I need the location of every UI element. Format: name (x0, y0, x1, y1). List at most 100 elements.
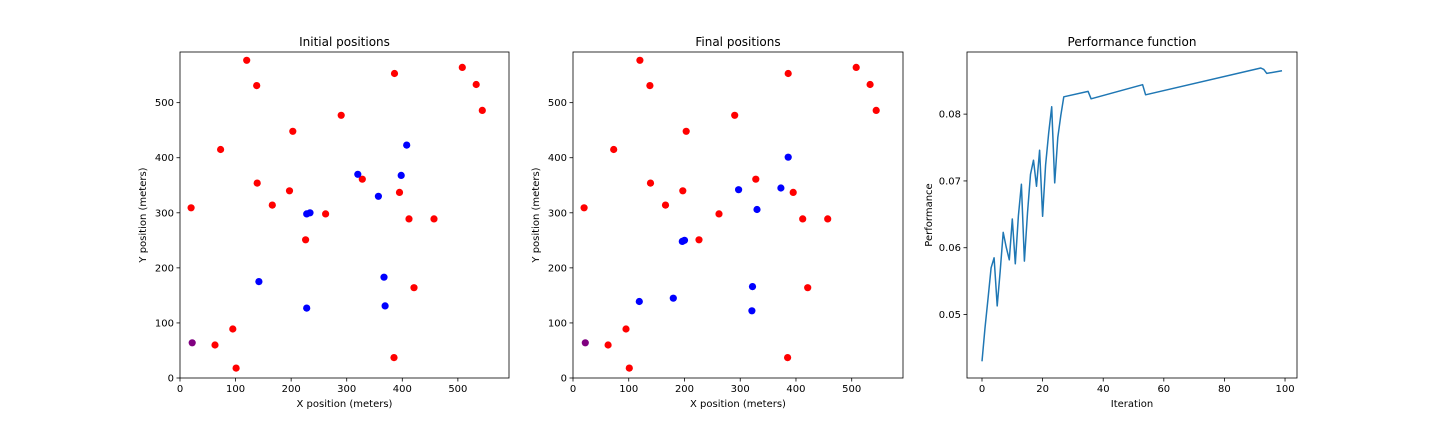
x-tick-label: 80 (1218, 384, 1231, 395)
series-red (580, 56, 880, 372)
chart-title: Final positions (695, 35, 780, 49)
data-point (646, 82, 654, 90)
data-point (232, 364, 240, 372)
x-tick-label: 500 (448, 384, 467, 395)
x-tick-label: 200 (282, 384, 301, 395)
y-tick-label: 200 (155, 263, 174, 274)
x-tick-label: 20 (1036, 384, 1049, 395)
x-axis: 0 100 200 300 400 500 (570, 378, 861, 395)
chart-marks (187, 56, 486, 372)
data-point (682, 127, 690, 135)
y-tick-label: 0.08 (939, 110, 961, 121)
y-tick-label: 0.05 (939, 310, 961, 321)
x-tick-label: 100 (226, 384, 245, 395)
x-axis-label: X position (meters) (690, 399, 786, 410)
series-blue (255, 141, 411, 312)
y-tick-label: 200 (548, 263, 567, 274)
data-point (636, 56, 644, 64)
data-point (229, 325, 237, 333)
y-tick-label: 400 (155, 153, 174, 164)
data-point (390, 354, 398, 362)
axes-frame (966, 51, 1298, 379)
data-point (430, 215, 438, 223)
data-point (581, 339, 589, 347)
data-point (358, 175, 366, 183)
data-point (397, 171, 405, 179)
x-tick-label: 200 (675, 384, 694, 395)
y-tick-label: 500 (155, 98, 174, 109)
data-point (374, 192, 382, 200)
x-axis: 0 20 40 60 80 100 (979, 378, 1295, 395)
y-axis: 0 100 200 300 400 500 (155, 98, 180, 385)
data-point (322, 210, 330, 218)
x-tick-label: 0 (177, 384, 183, 395)
data-point (680, 236, 689, 244)
y-tick-label: 500 (548, 98, 567, 109)
y-tick-label: 300 (155, 208, 174, 219)
data-point (478, 106, 486, 114)
data-point (661, 201, 670, 209)
data-point (748, 283, 757, 291)
data-point (337, 111, 345, 119)
x-tick-label: 60 (1157, 384, 1170, 395)
data-point (410, 284, 418, 292)
data-point (405, 215, 413, 223)
y-axis-label: Y position (meters) (138, 167, 149, 263)
y-tick-label: 400 (548, 153, 567, 164)
data-point (306, 209, 314, 217)
data-point (824, 215, 832, 223)
x-axis-label: Iteration (1111, 399, 1153, 410)
x-tick-label: 0 (979, 384, 985, 395)
data-point (253, 179, 261, 187)
data-point (799, 215, 807, 223)
data-point (789, 188, 797, 196)
data-point (253, 82, 261, 90)
data-point (748, 307, 756, 315)
data-point (217, 145, 225, 154)
data-point (472, 80, 480, 89)
data-point (735, 186, 743, 194)
data-point (646, 179, 655, 187)
data-point (669, 294, 677, 302)
y-tick-label: 100 (548, 318, 567, 329)
data-point (187, 204, 195, 212)
data-point (255, 278, 263, 286)
data-point (784, 153, 792, 161)
chart-perf: 0 20 40 60 80 100 0.05 0.06 0.07 0.08 Iteration Per… (924, 35, 1298, 410)
axes-frame (179, 51, 510, 379)
axes-frame (572, 51, 904, 379)
data-point (395, 188, 404, 196)
series-purple (188, 339, 196, 347)
data-point (695, 236, 703, 244)
chart-final: 0 100 200 300 400 500 0 100 200 300 400 500 X positi… (531, 35, 904, 410)
data-point (804, 284, 812, 292)
data-point (753, 205, 761, 214)
data-point (731, 111, 739, 119)
data-point (784, 354, 792, 362)
data-point (380, 273, 388, 281)
series-red (187, 56, 486, 372)
data-point (302, 236, 310, 244)
data-point (866, 80, 874, 89)
series-blue (635, 153, 792, 315)
y-axis: 0.05 0.06 0.07 0.08 (939, 110, 967, 321)
data-point (268, 201, 276, 209)
y-axis-label: Performance (924, 183, 935, 246)
chart-title: Initial positions (299, 35, 390, 49)
x-axis-label: X position (meters) (297, 399, 393, 410)
data-point (777, 184, 785, 192)
data-point (289, 127, 297, 135)
data-point (679, 187, 687, 195)
y-tick-label: 100 (155, 318, 174, 329)
data-point (303, 304, 311, 312)
x-tick-label: 100 (1275, 384, 1294, 395)
y-tick-label: 0.07 (939, 176, 961, 187)
data-point (752, 175, 760, 183)
y-tick-label: 300 (548, 208, 567, 219)
data-point (188, 339, 196, 347)
data-point (610, 145, 618, 154)
y-tick-label: 0 (561, 374, 567, 385)
x-tick-label: 100 (619, 384, 638, 395)
